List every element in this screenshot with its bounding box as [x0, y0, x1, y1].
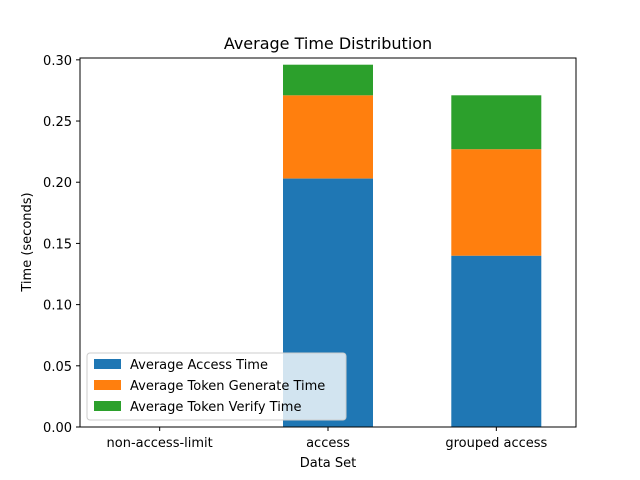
bar-access-series-2 [283, 64, 373, 96]
x-tick-label: access [306, 436, 350, 451]
bar-grouped-access-series-2 [451, 95, 542, 150]
x-tick-label: grouped access [445, 436, 547, 451]
legend-swatch [94, 380, 121, 390]
y-tick-label: 0.05 [43, 360, 72, 375]
legend-label: Average Token Verify Time [130, 400, 301, 415]
chart-title: Average Time Distribution [224, 34, 432, 53]
x-axis-label: Data Set [300, 456, 357, 471]
bar-grouped-access-series-1 [451, 149, 542, 256]
y-axis-label: Time (seconds) [20, 192, 35, 292]
bars-group [283, 64, 542, 427]
y-axis-ticks: 0.00 0.05 0.10 0.15 0.20 0.25 0.30 [43, 54, 80, 436]
y-tick-label: 0.10 [43, 299, 72, 314]
y-tick-label: 0.20 [43, 176, 72, 191]
y-tick-label: 0.00 [43, 421, 72, 436]
legend: Average Access Time Average Token Generat… [86, 352, 347, 421]
x-axis-ticks: non-access-limit access grouped access [107, 427, 548, 451]
legend-swatch [94, 401, 121, 411]
y-tick-label: 0.15 [43, 237, 72, 252]
bar-grouped-access-series-0 [451, 255, 542, 427]
x-tick-label: non-access-limit [107, 436, 213, 451]
legend-label: Average Token Generate Time [130, 379, 325, 394]
legend-label: Average Access Time [130, 358, 268, 373]
legend-swatch [94, 359, 121, 369]
y-tick-label: 0.30 [43, 54, 72, 69]
bar-access-series-1 [283, 95, 373, 179]
legend-box [86, 352, 347, 421]
y-tick-label: 0.25 [43, 115, 72, 130]
